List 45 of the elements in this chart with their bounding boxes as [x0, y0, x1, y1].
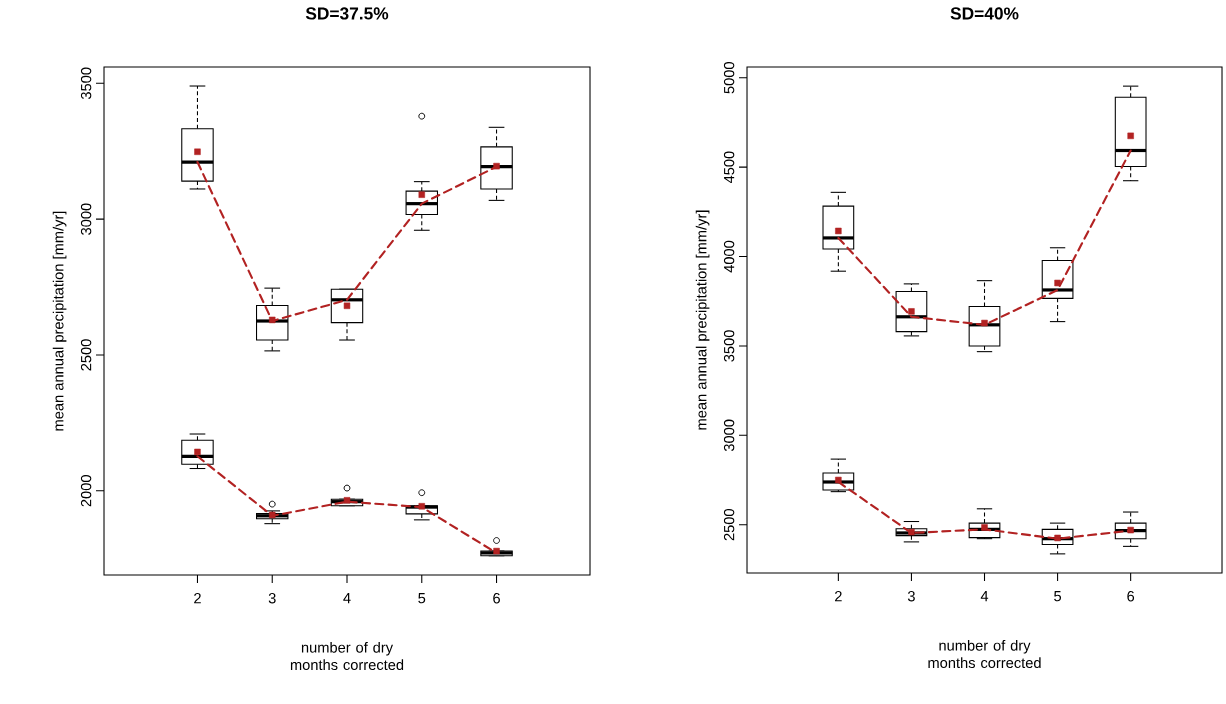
point	[835, 227, 842, 235]
x-tick-label: 4	[980, 591, 989, 602]
y-tick-label: 2500	[723, 509, 735, 541]
point	[981, 319, 988, 327]
point	[343, 302, 351, 309]
point	[269, 511, 276, 519]
point	[418, 191, 425, 198]
y-tick-label: 4500	[723, 151, 735, 184]
y-tick-label: 3000	[723, 419, 735, 452]
x-tick-label: 6	[493, 593, 500, 604]
x-tick-label: 6	[1127, 591, 1135, 602]
point	[493, 162, 500, 170]
point	[835, 476, 842, 484]
point	[908, 308, 915, 315]
point	[343, 497, 351, 504]
chart-title: SD=37.5%	[305, 7, 389, 20]
point	[1127, 526, 1134, 534]
y-tick-label: 2000	[80, 475, 92, 507]
x-tick-label: 3	[907, 591, 915, 602]
point	[981, 524, 988, 531]
x-axis-title: number of dry months corrected	[928, 639, 1041, 669]
y-axis-title: mean annual precipitation [mm/yr]	[52, 211, 67, 431]
y-tick-label: 2500	[80, 339, 92, 371]
x-tick-label: 3	[268, 593, 276, 604]
point	[1127, 132, 1134, 140]
x-tick-label: 5	[418, 593, 426, 604]
x-axis-title: number of dry months corrected	[290, 641, 404, 671]
y-tick-label: 5000	[723, 62, 735, 94]
y-tick-label: 3500	[80, 67, 92, 100]
y-tick-label: 3500	[723, 330, 735, 362]
x-tick-label: 2	[194, 593, 201, 604]
chart-title: SD=40%	[950, 7, 1019, 20]
x-tick-label: 2	[835, 591, 842, 602]
point	[908, 528, 915, 536]
line-series	[837, 149, 1132, 326]
point	[1054, 534, 1061, 542]
point	[269, 316, 276, 324]
point	[194, 448, 201, 456]
y-axis-title: mean annual precipitation [mm/yr]	[695, 210, 710, 430]
x-tick-label: 5	[1054, 591, 1062, 602]
y-tick-label: 3000	[80, 203, 92, 235]
x-tick-label: 4	[343, 593, 351, 604]
y-tick-label: 4000	[723, 240, 735, 273]
point	[1054, 279, 1061, 287]
point	[194, 148, 201, 155]
